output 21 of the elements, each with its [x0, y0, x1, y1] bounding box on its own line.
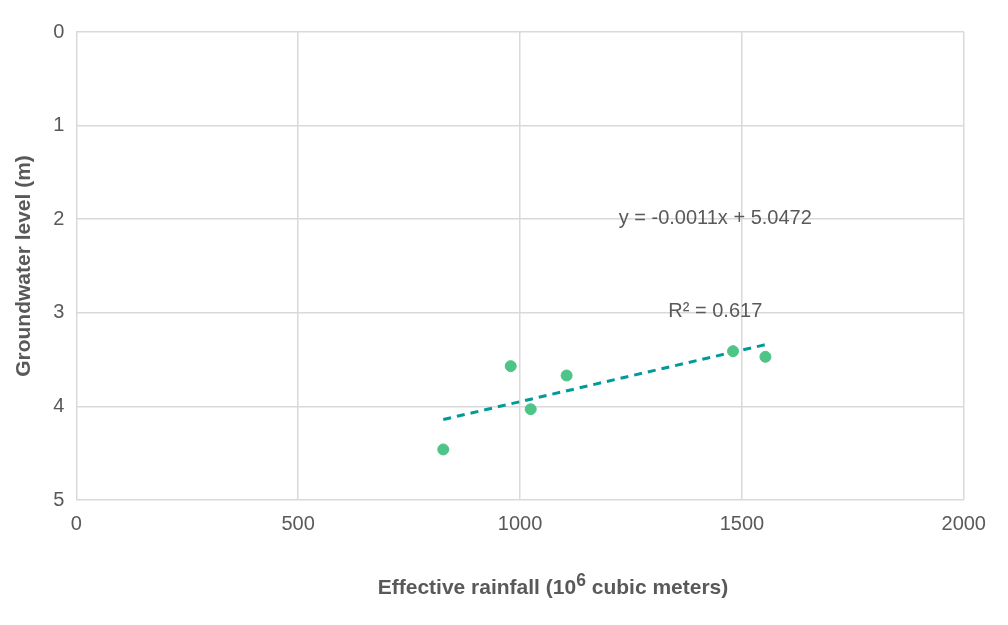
y-tick-label: 3	[53, 300, 65, 323]
point	[560, 369, 573, 382]
x-tick-label: 1000	[497, 511, 543, 534]
y-tick-label: 0	[53, 19, 65, 42]
point	[437, 443, 450, 456]
y-tick-label: 4	[53, 393, 65, 416]
x-tick-label: 500	[281, 511, 315, 534]
x-tick-label: 2000	[941, 511, 986, 534]
point	[759, 350, 772, 363]
annotation: R² = 0.617	[668, 299, 763, 322]
x-axis-title: Effective rainfall (10$^{6}$ cubic meters)	[376, 570, 730, 599]
x-tick-label: 1500	[719, 511, 765, 534]
y-tick-label: 5	[53, 487, 65, 510]
annotation: y = -0.0011x + 5.0472	[618, 205, 812, 228]
y-axis-title: Groundwater level (m)	[11, 155, 35, 377]
y-tick-label: 1	[53, 113, 65, 136]
point	[727, 345, 740, 358]
y-tick-label: 2	[53, 206, 65, 229]
x-tick-label: 0	[70, 511, 82, 534]
point	[524, 403, 537, 416]
point	[504, 360, 517, 373]
